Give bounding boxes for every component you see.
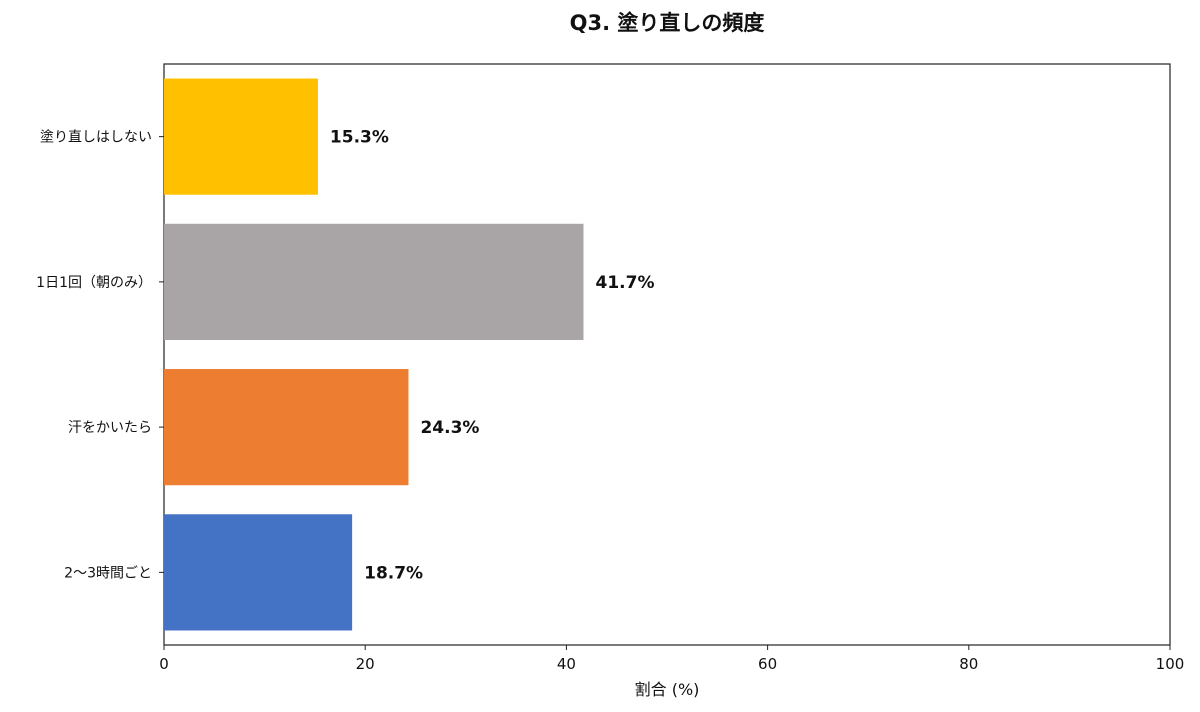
x-tick-label-5: 100: [1156, 655, 1185, 673]
bar-3: [164, 514, 353, 631]
x-tick-label-1: 20: [356, 655, 375, 673]
category-label-0: 塗り直しはしない: [40, 129, 152, 146]
data-label-1: 41.7%: [596, 273, 655, 293]
x-tick-label-0: 0: [159, 655, 169, 673]
data-label-2: 24.3%: [420, 418, 479, 438]
category-label-3: 2〜3時間ごと: [64, 565, 152, 581]
x-tick-label-3: 60: [758, 655, 777, 673]
x-tick-label-4: 80: [959, 655, 978, 673]
bars-layer: 15.3% 41.7% 24.3% 18.7%: [164, 78, 655, 631]
data-label-0: 15.3%: [330, 128, 389, 148]
category-axis: 塗り直しはしない 1日1回（朝のみ） 汗をかいたら 2〜3時間ごと: [36, 129, 164, 581]
data-label-3: 18.7%: [364, 563, 423, 583]
bar-0: [164, 78, 318, 195]
x-axis-label: 割合 (%): [635, 680, 700, 699]
bar-2: [164, 369, 409, 486]
category-label-1: 1日1回（朝のみ）: [36, 275, 152, 291]
chart-title: Q3. 塗り直しの頻度: [570, 11, 765, 35]
x-tick-label-2: 40: [557, 655, 576, 673]
category-label-2: 汗をかいたら: [68, 420, 152, 436]
bar-1: [164, 223, 584, 340]
x-axis: 0 20 40 60 80 100: [159, 645, 1184, 673]
plot-frame: [163, 63, 1171, 646]
